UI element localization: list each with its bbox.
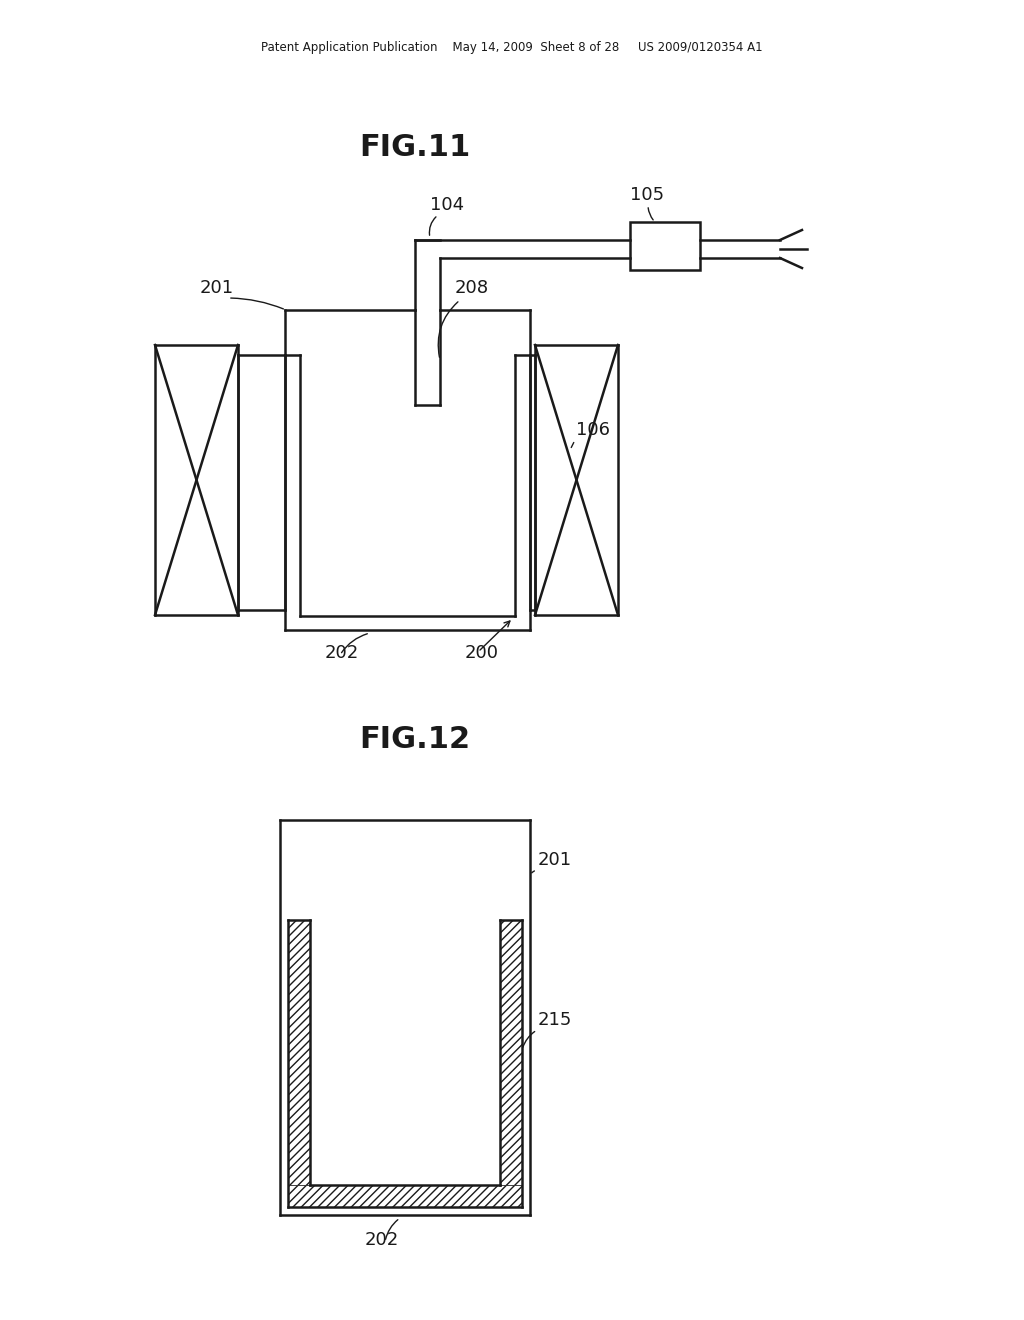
Text: 106: 106 [575,421,610,440]
Text: 200: 200 [465,644,499,663]
Bar [500,920,522,1185]
Bar [288,1185,522,1206]
Text: 202: 202 [325,644,359,663]
Bar [630,222,700,271]
Text: 104: 104 [430,195,464,214]
Text: 215: 215 [538,1011,572,1030]
Text: 201: 201 [200,279,234,297]
Text: Patent Application Publication    May 14, 2009  Sheet 8 of 28     US 2009/012035: Patent Application Publication May 14, 2… [261,41,763,54]
Text: FIG.12: FIG.12 [359,726,471,755]
Bar [288,920,310,1185]
Text: FIG.11: FIG.11 [359,133,471,162]
Text: 202: 202 [365,1232,399,1249]
Text: 208: 208 [455,279,489,297]
Text: 105: 105 [630,186,665,205]
Text: 201: 201 [538,851,572,869]
